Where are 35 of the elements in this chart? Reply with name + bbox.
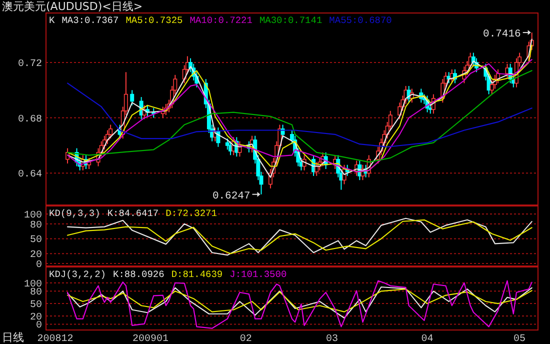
- series-label: D:72.3271: [166, 208, 218, 219]
- chart-title: 澳元美元(AUDUSD)<日线>: [2, 0, 143, 13]
- annotation: 0.6247: [212, 190, 250, 202]
- x-tick-label: 02: [240, 334, 252, 344]
- series-label: J:101.3500: [230, 269, 287, 280]
- y-tick-label: 50: [30, 235, 42, 246]
- x-tick-label: 03: [326, 334, 338, 344]
- y-tick-label: 80: [30, 288, 42, 299]
- legend-title: K: [49, 15, 55, 26]
- x-tick-label: 200812: [37, 334, 74, 344]
- y-tick-label: 0.72: [18, 58, 42, 70]
- y-tick-label: 50: [30, 300, 42, 312]
- y-tick-label: 80: [30, 220, 42, 232]
- series-label: D:81.4639: [171, 269, 223, 280]
- annotation: 0.7416: [483, 28, 521, 41]
- x-axis-title: 日线: [2, 331, 24, 344]
- y-tick-label: 20: [30, 250, 42, 262]
- legend-title: KDJ(3,2,2): [49, 269, 106, 280]
- y-tick-label: 0.68: [18, 114, 42, 126]
- legend-title: KD(9,3,3): [49, 208, 100, 219]
- text: MA5:0.7325: [126, 15, 184, 26]
- candlestick: [130, 90, 134, 106]
- x-tick-label: 200901: [132, 334, 169, 344]
- y-tick-label: 0: [36, 320, 42, 332]
- text: MA10:0.7221: [190, 15, 253, 26]
- y-tick-label: 0.64: [18, 170, 42, 181]
- y-tick-label: 0: [36, 260, 42, 272]
- text: MA30:0.7141: [259, 15, 322, 26]
- text: MA55:0.6870: [329, 15, 392, 26]
- x-tick-label: 04: [421, 334, 434, 344]
- series-label: K:84.6417: [107, 208, 159, 219]
- text: MA3:0.7367: [62, 15, 119, 26]
- series-label: K:88.0926: [113, 269, 165, 280]
- y-tick-label: 100: [24, 210, 42, 222]
- x-tick-label: 05: [514, 334, 526, 344]
